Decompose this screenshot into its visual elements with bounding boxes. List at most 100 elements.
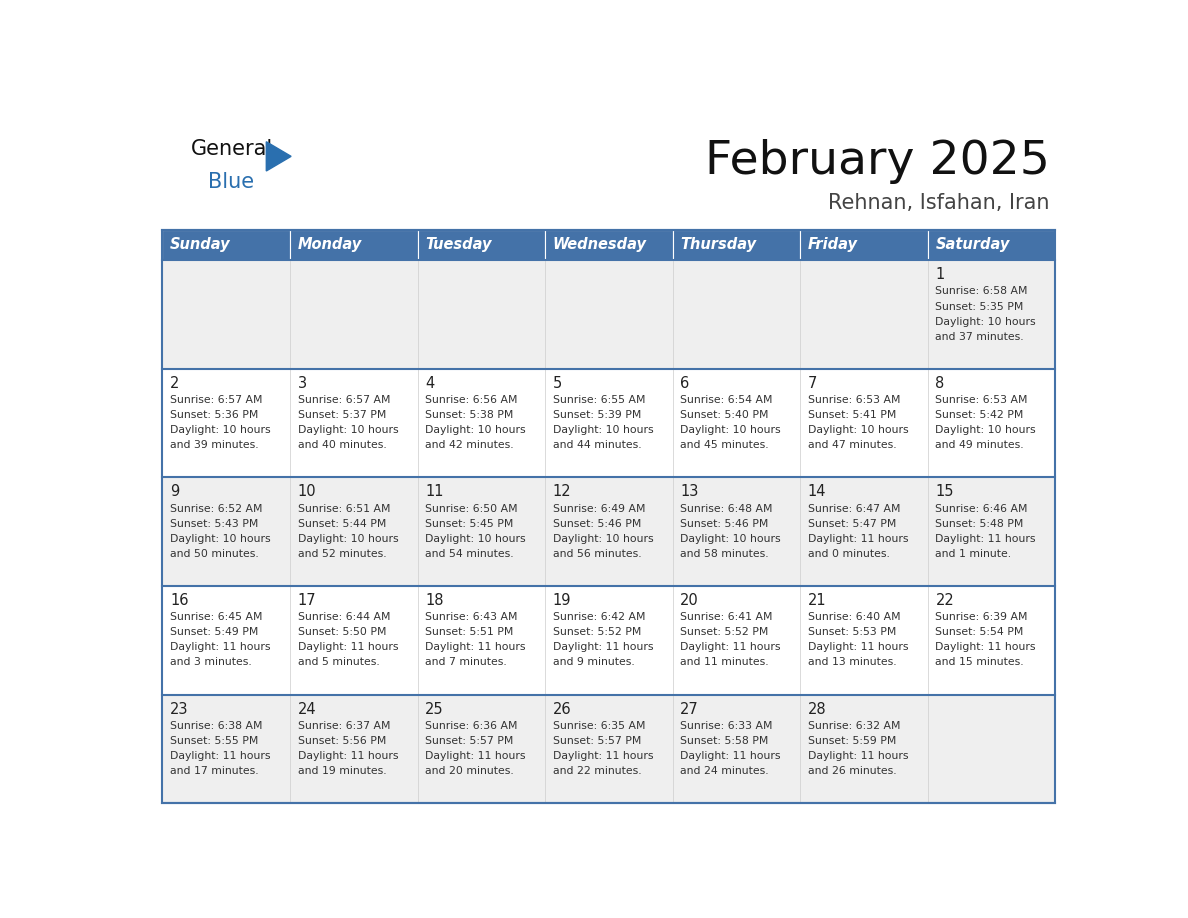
Text: Sunset: 5:59 PM: Sunset: 5:59 PM: [808, 736, 896, 745]
Text: Sunset: 5:43 PM: Sunset: 5:43 PM: [170, 519, 259, 529]
Text: Sunset: 5:48 PM: Sunset: 5:48 PM: [935, 519, 1024, 529]
Text: and 47 minutes.: and 47 minutes.: [808, 440, 897, 450]
Bar: [801, 369, 928, 477]
Text: Sunset: 5:38 PM: Sunset: 5:38 PM: [425, 410, 513, 420]
Text: Daylight: 11 hours: Daylight: 11 hours: [552, 751, 653, 761]
Text: and 11 minutes.: and 11 minutes.: [681, 657, 769, 667]
Text: Sunset: 5:51 PM: Sunset: 5:51 PM: [425, 627, 513, 637]
Text: Sunset: 5:46 PM: Sunset: 5:46 PM: [681, 519, 769, 529]
Text: and 17 minutes.: and 17 minutes.: [170, 766, 259, 776]
Text: Daylight: 11 hours: Daylight: 11 hours: [170, 643, 271, 652]
Text: Sunrise: 6:57 AM: Sunrise: 6:57 AM: [170, 395, 263, 405]
Text: and 0 minutes.: and 0 minutes.: [808, 549, 890, 559]
Bar: [801, 261, 928, 369]
Text: Daylight: 11 hours: Daylight: 11 hours: [935, 533, 1036, 543]
Text: Daylight: 10 hours: Daylight: 10 hours: [425, 425, 526, 435]
Text: Sunrise: 6:38 AM: Sunrise: 6:38 AM: [170, 721, 263, 731]
Bar: [672, 369, 801, 477]
Bar: [290, 695, 417, 803]
Text: Sunrise: 6:43 AM: Sunrise: 6:43 AM: [425, 612, 518, 622]
Text: and 49 minutes.: and 49 minutes.: [935, 440, 1024, 450]
Text: Daylight: 10 hours: Daylight: 10 hours: [552, 533, 653, 543]
Bar: [672, 695, 801, 803]
Text: Sunset: 5:44 PM: Sunset: 5:44 PM: [298, 519, 386, 529]
Text: 21: 21: [808, 593, 827, 608]
Text: Blue: Blue: [208, 172, 254, 192]
Text: Sunrise: 6:47 AM: Sunrise: 6:47 AM: [808, 504, 901, 514]
Bar: [545, 369, 672, 477]
Text: 17: 17: [298, 593, 316, 608]
Bar: [545, 477, 672, 586]
Bar: [545, 261, 672, 369]
Text: Sunrise: 6:56 AM: Sunrise: 6:56 AM: [425, 395, 518, 405]
Bar: [545, 695, 672, 803]
Text: Thursday: Thursday: [681, 238, 757, 252]
Bar: [290, 586, 417, 695]
Text: 16: 16: [170, 593, 189, 608]
Text: 14: 14: [808, 485, 827, 499]
Bar: [672, 586, 801, 695]
Bar: [928, 586, 1055, 695]
Text: 23: 23: [170, 701, 189, 717]
Text: Daylight: 10 hours: Daylight: 10 hours: [170, 425, 271, 435]
Text: Daylight: 10 hours: Daylight: 10 hours: [425, 533, 526, 543]
Text: and 26 minutes.: and 26 minutes.: [808, 766, 897, 776]
Bar: [163, 695, 290, 803]
Text: Daylight: 10 hours: Daylight: 10 hours: [298, 533, 398, 543]
Text: Sunset: 5:36 PM: Sunset: 5:36 PM: [170, 410, 259, 420]
Text: and 40 minutes.: and 40 minutes.: [298, 440, 386, 450]
Text: Sunrise: 6:49 AM: Sunrise: 6:49 AM: [552, 504, 645, 514]
Text: Sunrise: 6:50 AM: Sunrise: 6:50 AM: [425, 504, 518, 514]
Text: 10: 10: [298, 485, 316, 499]
Bar: [672, 477, 801, 586]
Text: 26: 26: [552, 701, 571, 717]
Text: Daylight: 10 hours: Daylight: 10 hours: [681, 533, 781, 543]
Text: and 56 minutes.: and 56 minutes.: [552, 549, 642, 559]
Bar: [545, 230, 672, 261]
Text: Sunrise: 6:44 AM: Sunrise: 6:44 AM: [298, 612, 390, 622]
Text: and 42 minutes.: and 42 minutes.: [425, 440, 514, 450]
Bar: [801, 477, 928, 586]
Text: and 5 minutes.: and 5 minutes.: [298, 657, 379, 667]
Text: Tuesday: Tuesday: [425, 238, 492, 252]
Text: Sunrise: 6:57 AM: Sunrise: 6:57 AM: [298, 395, 390, 405]
Text: and 52 minutes.: and 52 minutes.: [298, 549, 386, 559]
Text: 27: 27: [681, 701, 699, 717]
Text: 9: 9: [170, 485, 179, 499]
Text: 19: 19: [552, 593, 571, 608]
Bar: [417, 261, 545, 369]
Text: Daylight: 10 hours: Daylight: 10 hours: [170, 533, 271, 543]
Text: Friday: Friday: [808, 238, 858, 252]
Bar: [801, 586, 928, 695]
Text: Sunset: 5:49 PM: Sunset: 5:49 PM: [170, 627, 259, 637]
Text: and 39 minutes.: and 39 minutes.: [170, 440, 259, 450]
Text: Sunset: 5:52 PM: Sunset: 5:52 PM: [552, 627, 642, 637]
Text: and 19 minutes.: and 19 minutes.: [298, 766, 386, 776]
Text: and 3 minutes.: and 3 minutes.: [170, 657, 252, 667]
Text: 12: 12: [552, 485, 571, 499]
Text: 20: 20: [681, 593, 699, 608]
Text: and 50 minutes.: and 50 minutes.: [170, 549, 259, 559]
Text: and 15 minutes.: and 15 minutes.: [935, 657, 1024, 667]
Text: Daylight: 10 hours: Daylight: 10 hours: [935, 317, 1036, 327]
Bar: [417, 695, 545, 803]
Bar: [672, 230, 801, 261]
Text: Daylight: 10 hours: Daylight: 10 hours: [935, 425, 1036, 435]
Text: Sunrise: 6:52 AM: Sunrise: 6:52 AM: [170, 504, 263, 514]
Text: Rehnan, Isfahan, Iran: Rehnan, Isfahan, Iran: [828, 194, 1050, 213]
Text: and 13 minutes.: and 13 minutes.: [808, 657, 897, 667]
Text: and 45 minutes.: and 45 minutes.: [681, 440, 769, 450]
Text: Saturday: Saturday: [935, 238, 1010, 252]
Text: 22: 22: [935, 593, 954, 608]
Text: Sunset: 5:50 PM: Sunset: 5:50 PM: [298, 627, 386, 637]
Text: Sunset: 5:56 PM: Sunset: 5:56 PM: [298, 736, 386, 745]
Text: Sunrise: 6:55 AM: Sunrise: 6:55 AM: [552, 395, 645, 405]
Text: Sunrise: 6:41 AM: Sunrise: 6:41 AM: [681, 612, 773, 622]
Text: Daylight: 11 hours: Daylight: 11 hours: [170, 751, 271, 761]
Bar: [928, 261, 1055, 369]
Text: Sunset: 5:57 PM: Sunset: 5:57 PM: [552, 736, 642, 745]
Text: and 58 minutes.: and 58 minutes.: [681, 549, 769, 559]
Text: 7: 7: [808, 375, 817, 391]
Text: and 1 minute.: and 1 minute.: [935, 549, 1012, 559]
Text: Daylight: 11 hours: Daylight: 11 hours: [681, 643, 781, 652]
